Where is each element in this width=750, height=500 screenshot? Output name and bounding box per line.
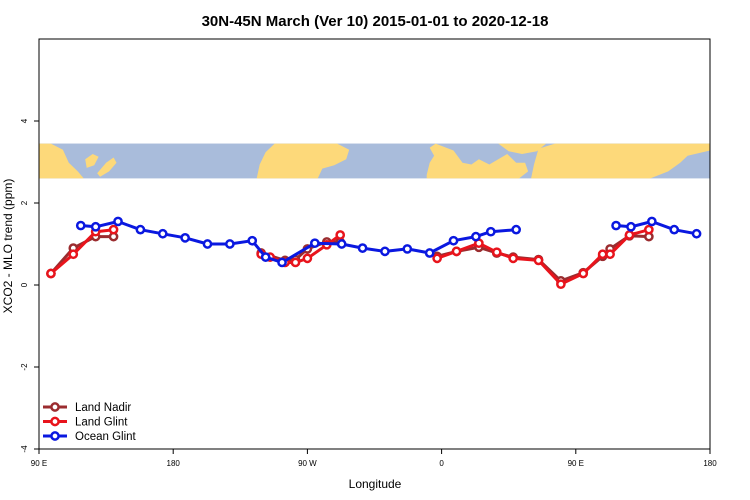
data-point [424, 248, 435, 258]
data-point [626, 221, 636, 232]
data-point [135, 224, 146, 235]
map-land-korea-east [619, 154, 633, 168]
data-point [68, 249, 79, 260]
data-point [448, 235, 459, 246]
x-tick-label: 90 W [298, 459, 317, 468]
plot-frame [38, 38, 711, 450]
series-line [49, 228, 114, 275]
legend-label: Land Glint [75, 417, 128, 429]
y-tick-label: 4 [20, 118, 29, 123]
data-point [533, 255, 544, 266]
data-point [290, 257, 301, 268]
data-point [402, 244, 413, 254]
legend-item: Land Glint [43, 417, 128, 429]
data-point [180, 233, 190, 243]
data-point [578, 268, 589, 279]
y-tick-label: -2 [20, 363, 29, 371]
data-point [310, 238, 320, 249]
data-point [508, 253, 519, 264]
data-point [511, 224, 522, 235]
data-point [157, 228, 168, 239]
data-point [46, 268, 56, 279]
map-land-japan-east [632, 157, 652, 177]
map-land-korea [85, 154, 99, 168]
data-point [90, 221, 101, 232]
data-point [646, 216, 657, 227]
map-land-black-sea-region [498, 143, 546, 154]
data-point [432, 253, 442, 264]
data-point [247, 235, 258, 246]
series-line [49, 235, 114, 275]
data-point [605, 249, 615, 260]
data-point [611, 220, 621, 231]
map-land-north-america [256, 143, 350, 179]
x-tick-label: 90 E [31, 459, 47, 468]
data-point [225, 239, 235, 249]
data-point [277, 257, 287, 268]
x-tick-label: 0 [439, 459, 444, 468]
map-land-europe-africa [426, 143, 529, 179]
data-point [75, 220, 86, 231]
data-point [491, 247, 502, 258]
data-point [380, 246, 390, 257]
legend-swatch-marker [50, 416, 60, 427]
y-tick-label: 2 [20, 200, 29, 205]
data-point [556, 279, 566, 290]
data-point [357, 243, 368, 253]
x-tick-label: 180 [167, 459, 181, 468]
y-tick-label: -4 [20, 445, 29, 453]
data-point [451, 246, 462, 257]
legend-label: Land Nadir [75, 402, 131, 414]
data-point [624, 230, 635, 240]
series-ocean-glint [75, 216, 702, 268]
data-point [336, 239, 347, 249]
legend-item: Land Nadir [43, 402, 131, 414]
data-point [335, 230, 346, 240]
data-point [485, 226, 496, 237]
data-point [597, 249, 608, 260]
data-point [202, 239, 213, 249]
legend-label: Ocean Glint [75, 431, 137, 443]
data-point [669, 224, 680, 235]
legend-swatch-marker [50, 402, 60, 412]
data-point [113, 216, 123, 227]
x-axis-label: Longitude [349, 477, 402, 491]
y-tick-label: 0 [20, 282, 29, 287]
data-point [302, 253, 313, 264]
data-point [108, 224, 119, 235]
map-land-asia-west [39, 143, 84, 179]
map-land-japan [97, 157, 117, 177]
data-point [691, 228, 702, 239]
x-tick-label: 90 E [568, 459, 584, 468]
data-point [644, 224, 654, 235]
legend-item: Ocean Glint [43, 431, 137, 443]
data-point [260, 252, 271, 262]
world-map-band [39, 143, 710, 179]
x-tick-label: 180 [703, 459, 717, 468]
y-axis-label: XCO2 - MLO trend (ppm) [1, 179, 15, 314]
data-point [471, 231, 481, 242]
legend-swatch-marker [50, 431, 60, 441]
chart-title: 30N-45N March (Ver 10) 2015-01-01 to 202… [202, 13, 549, 30]
legend: Land Nadir Land Glint Ocean Glint [43, 402, 137, 443]
series-land-nadir [46, 230, 654, 286]
